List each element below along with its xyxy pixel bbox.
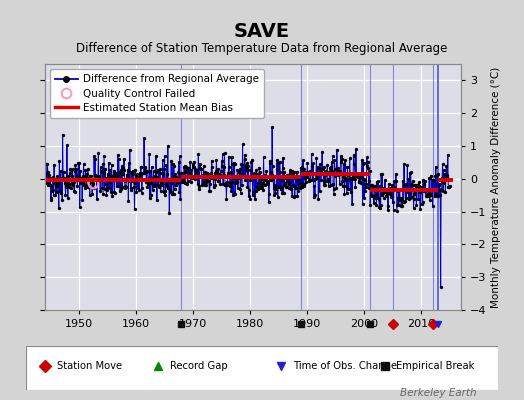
FancyBboxPatch shape bbox=[26, 346, 498, 390]
Text: Time of Obs. Change: Time of Obs. Change bbox=[293, 361, 397, 371]
Text: Berkeley Earth: Berkeley Earth bbox=[400, 388, 477, 398]
Legend: Difference from Regional Average, Quality Control Failed, Estimated Station Mean: Difference from Regional Average, Qualit… bbox=[50, 69, 264, 118]
Text: Empirical Break: Empirical Break bbox=[396, 361, 475, 371]
Text: Station Move: Station Move bbox=[57, 361, 122, 371]
Text: Difference of Station Temperature Data from Regional Average: Difference of Station Temperature Data f… bbox=[77, 42, 447, 55]
Y-axis label: Monthly Temperature Anomaly Difference (°C): Monthly Temperature Anomaly Difference (… bbox=[491, 66, 501, 308]
Text: SAVE: SAVE bbox=[234, 22, 290, 41]
Text: Record Gap: Record Gap bbox=[170, 361, 227, 371]
